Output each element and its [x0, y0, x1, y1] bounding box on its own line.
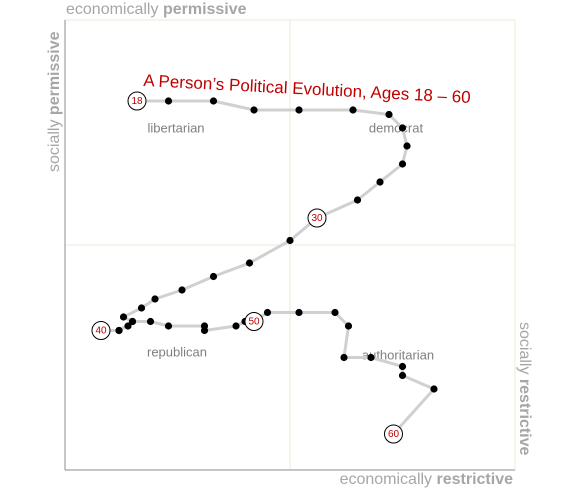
point — [263, 308, 272, 317]
point — [398, 362, 407, 371]
path-line — [99, 99, 436, 436]
age-label: 40 — [95, 326, 107, 337]
point — [137, 304, 146, 312]
point — [146, 317, 155, 326]
point — [245, 259, 254, 267]
point — [340, 353, 348, 362]
axis-label-left: socially permissive — [46, 31, 63, 172]
age-label: 30 — [311, 213, 323, 224]
axis-label-right: socially restrictive — [516, 322, 533, 456]
point — [349, 106, 357, 114]
age-marker — [307, 208, 327, 228]
age-label: 60 — [388, 429, 400, 440]
point — [151, 295, 159, 303]
point — [353, 196, 362, 204]
point — [178, 286, 186, 294]
point — [367, 353, 375, 362]
point — [344, 322, 353, 330]
axis-label-top: economically permissive — [66, 1, 247, 18]
point — [430, 385, 438, 393]
point — [119, 313, 128, 321]
point — [295, 308, 303, 317]
point — [209, 272, 218, 281]
point — [331, 308, 339, 317]
point — [200, 326, 209, 335]
quadrant-label: libertarian — [147, 120, 204, 135]
quadrant-label: republican — [147, 344, 207, 359]
point — [209, 97, 218, 105]
point — [398, 160, 407, 168]
point — [286, 236, 294, 245]
age-label: 50 — [248, 317, 260, 328]
age-marker — [127, 91, 147, 111]
point — [164, 322, 173, 330]
axis-label-bottom: economically restrictive — [340, 471, 514, 488]
point — [295, 106, 303, 114]
point — [398, 124, 407, 132]
point — [232, 322, 240, 330]
point — [398, 371, 407, 380]
age-marker — [91, 321, 111, 340]
age-label: 18 — [131, 96, 143, 107]
point — [385, 110, 393, 119]
point — [376, 178, 384, 186]
point — [250, 106, 258, 114]
point — [124, 322, 132, 330]
point — [164, 97, 173, 105]
point — [403, 142, 411, 150]
point — [128, 317, 137, 326]
quadrant-label: democrat — [369, 120, 424, 135]
age-marker — [384, 424, 403, 444]
point — [115, 326, 123, 335]
age-marker — [244, 312, 264, 331]
